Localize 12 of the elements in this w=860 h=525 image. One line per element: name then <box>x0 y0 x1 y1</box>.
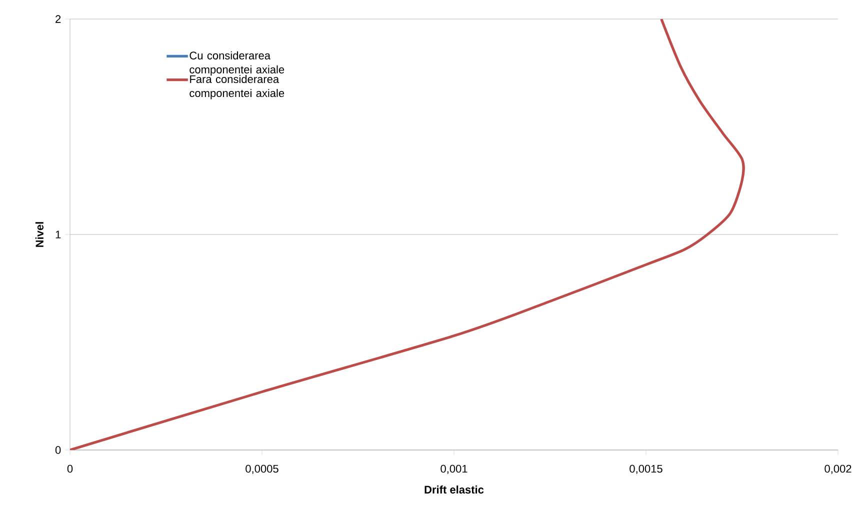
legend-label: Fara considerarea componentei axiale <box>190 74 284 100</box>
x-tick-label: 0,001 <box>440 464 468 474</box>
legend-label: Cu considerarea componentei axiale <box>190 51 284 76</box>
x-axis-title: Drift elastic <box>424 485 484 494</box>
x-tick-label: 0,002 <box>824 464 852 474</box>
x-tick-label: 0,0015 <box>630 464 662 474</box>
x-tick-label: 0 <box>67 464 73 473</box>
y-tick-label: 0 <box>55 446 61 454</box>
y-tick-label: 1 <box>56 230 61 238</box>
x-tick-label: 0,0005 <box>246 464 278 474</box>
y-axis-title: Nivel <box>35 222 44 247</box>
y-tick-label: 2 <box>56 15 61 23</box>
